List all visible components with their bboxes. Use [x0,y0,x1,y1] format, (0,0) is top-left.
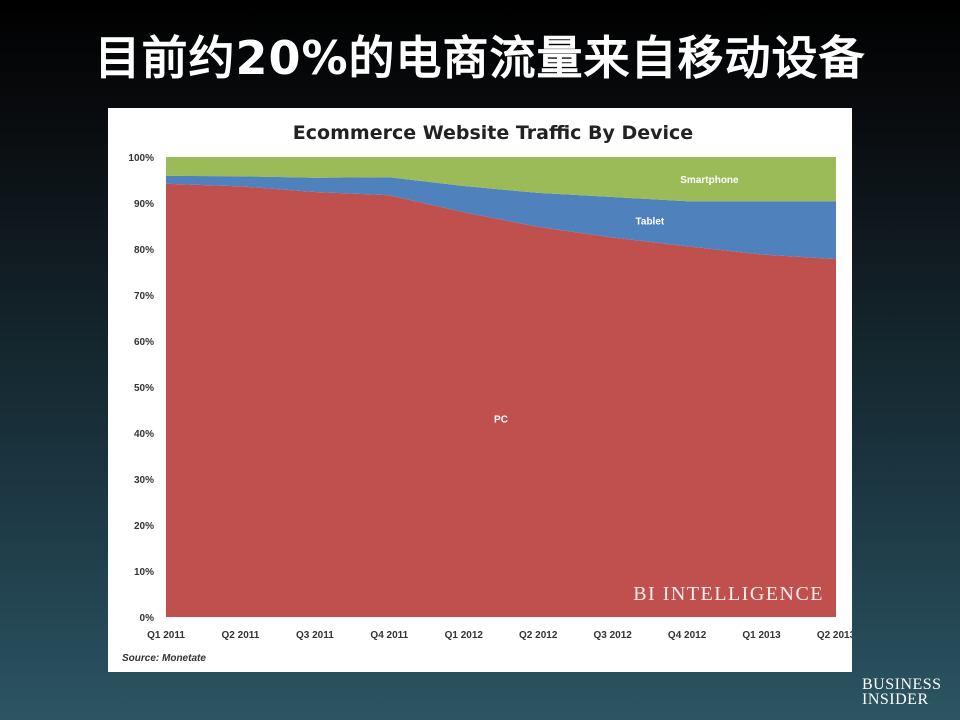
x-tick-label: Q2 2012 [519,630,558,641]
y-tick-label: 0% [140,613,155,624]
series-labels: PC Tablet Smartphone [494,175,739,425]
series-area-tablet [166,175,836,260]
y-tick-label: 100% [128,153,154,164]
series-label-smartphone: Smartphone [680,175,739,186]
x-tick-label: Q3 2011 [296,630,334,641]
x-tick-label: Q1 2013 [742,630,781,641]
bi-intelligence-watermark: BI INTELLIGENCE [633,583,824,605]
chart-panel: Ecommerce Website Traffic By Device 0% 10… [108,108,852,672]
y-tick-label: 80% [134,245,154,256]
series-label-pc: PC [494,414,508,425]
series-label-tablet: Tablet [636,216,665,227]
y-tick-label: 30% [134,475,154,486]
x-tick-label: Q3 2012 [593,630,632,641]
x-tick-label: Q2 2013 [817,630,852,641]
y-tick-label: 70% [134,291,154,302]
source-note: Source: Monetate [122,653,206,664]
x-tick-label: Q1 2011 [147,630,185,641]
y-tick-label: 20% [134,521,154,532]
series-area-pc [166,183,836,617]
x-tick-label: Q4 2012 [668,630,707,641]
logo-line-1: BUSINESS [862,676,942,693]
area-chart: Ecommerce Website Traffic By Device 0% 10… [128,122,852,641]
chart-title: Ecommerce Website Traffic By Device [293,122,693,144]
business-insider-logo: BUSINESS INSIDER [862,676,942,708]
x-tick-label: Q1 2012 [445,630,484,641]
y-axis: 0% 10% 20% 30% 40% 50% 60% 70% 80% 90% 100% [128,153,154,624]
y-tick-label: 90% [134,199,154,210]
y-tick-label: 60% [134,337,154,348]
slide-title: 目前约20%的电商流量来自移动设备 [94,31,866,85]
x-axis: Q1 2011 Q2 2011 Q3 2011 Q4 2011 Q1 2012 Q2 20… [147,630,852,641]
y-tick-label: 50% [134,383,154,394]
series-area-smartphone [166,157,836,202]
logo-line-2: INSIDER [862,691,929,708]
y-tick-label: 10% [134,567,154,578]
area-layer [166,157,836,617]
y-tick-label: 40% [134,429,154,440]
x-tick-label: Q4 2011 [370,630,408,641]
x-tick-label: Q2 2011 [222,630,260,641]
